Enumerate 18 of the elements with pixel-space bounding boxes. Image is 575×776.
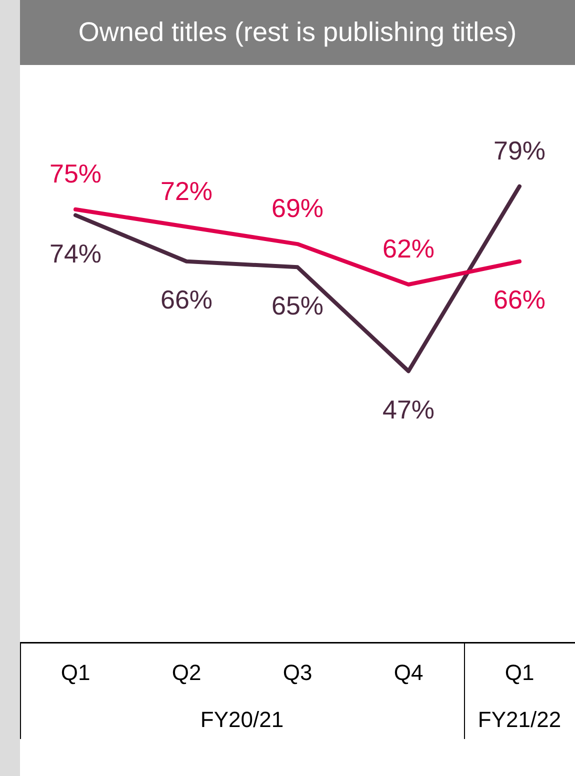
text: FY21/22: [476, 706, 562, 734]
data-label: 65%: [271, 290, 324, 320]
data-label: 72%: [160, 176, 213, 206]
data-label: 47%: [382, 394, 435, 424]
data-label: 66%: [160, 284, 213, 315]
data-label: 62%: [382, 234, 435, 264]
data-label: 66%: [493, 284, 546, 315]
x-tick-label: Q1: [60, 660, 90, 685]
x-tick-label: Q3: [282, 660, 312, 685]
x-tick-label: Q2: [172, 660, 202, 685]
data-label: 75%: [49, 158, 102, 189]
text: FY20/21: [199, 706, 285, 734]
data-label: 74%: [49, 238, 102, 268]
data-label: 69%: [271, 193, 324, 224]
chart-title: Owned titles (rest is publishing titles): [20, 0, 575, 65]
x-tick-label: Q4: [394, 660, 424, 685]
data-label: 79%: [493, 135, 546, 166]
x-tick-label: Q1: [504, 660, 534, 685]
